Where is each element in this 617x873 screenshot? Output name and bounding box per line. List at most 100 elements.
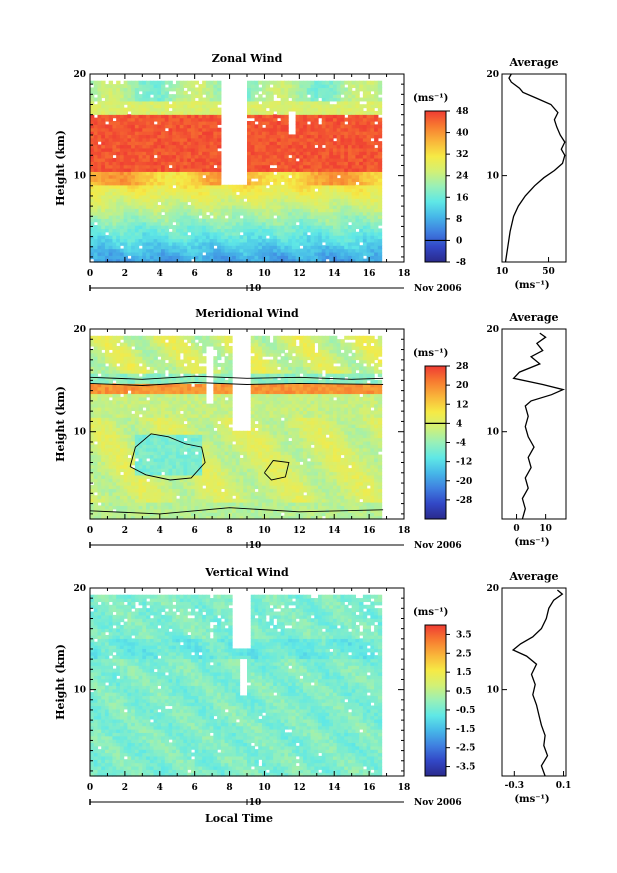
heatmap-cell [116, 114, 121, 119]
heatmap-cell [104, 218, 110, 223]
heatmap-cell [291, 231, 297, 236]
heatmap-cell [332, 131, 338, 136]
heatmap-cell [280, 178, 285, 183]
heatmap-cell [101, 451, 106, 456]
heatmap-cell [254, 141, 259, 146]
heatmap-cell [228, 238, 233, 243]
heatmap-cell [329, 87, 334, 92]
heatmap-cell [299, 127, 304, 132]
heatmap-cell [90, 474, 95, 479]
heatmap-cell [261, 238, 267, 243]
heatmap-cell [161, 114, 166, 119]
heatmap-cell [284, 198, 289, 203]
heatmap-cell [116, 424, 121, 428]
heatmap-cell [123, 178, 128, 183]
heatmap-cell [329, 201, 334, 206]
heatmap-cell [149, 154, 155, 159]
heatmap-cell [261, 110, 267, 115]
heatmap-cell [318, 211, 323, 216]
heatmap-cell [250, 198, 256, 203]
heatmap-cell [362, 238, 368, 243]
heatmap-cell [273, 137, 278, 142]
heatmap-cell [131, 376, 136, 381]
heatmap-cell [280, 161, 285, 166]
heatmap-cell [97, 164, 102, 169]
heatmap-cell [119, 373, 125, 378]
heatmap-cell [119, 427, 125, 432]
heatmap-cell [247, 201, 252, 206]
heatmap-cell [217, 100, 222, 105]
heatmap-cell [321, 215, 327, 219]
heatmap-cell [127, 491, 132, 496]
heatmap-cell [265, 131, 271, 136]
heatmap-cell [332, 225, 338, 230]
heatmap-cell [127, 362, 132, 367]
heatmap-cell [370, 251, 375, 256]
heatmap-cell [119, 498, 125, 503]
heatmap-cell [119, 474, 125, 479]
heatmap-cell [153, 515, 158, 520]
heatmap-cell [93, 410, 99, 415]
heatmap-cell [351, 221, 357, 226]
heatmap-cell [161, 444, 166, 449]
heatmap-cell [209, 171, 214, 176]
heatmap-cell [112, 400, 117, 405]
heatmap-cell [108, 508, 114, 513]
heatmap-cell [194, 114, 200, 119]
heatmap-cell [108, 194, 114, 199]
heatmap-cell [359, 157, 364, 162]
heatmap-cell [310, 157, 315, 162]
heatmap-cell [179, 84, 185, 89]
heatmap-cell [359, 168, 364, 172]
heatmap-cell [142, 228, 147, 233]
heatmap-cell [116, 198, 121, 203]
heatmap-cell [190, 181, 196, 186]
heatmap-cell [213, 154, 218, 159]
heatmap-cell [153, 396, 158, 401]
heatmap-cell [190, 168, 196, 172]
heatmap-cell [336, 218, 342, 223]
heatmap-cell [220, 228, 226, 233]
heatmap-cell [190, 121, 196, 125]
heatmap-cell [314, 201, 319, 206]
heatmap-cell [142, 356, 147, 361]
heatmap-cell [276, 178, 282, 183]
heatmap-cell [217, 171, 222, 176]
heatmap-cell [306, 134, 312, 139]
heatmap-cell [149, 151, 155, 156]
heatmap-cell [131, 417, 136, 422]
heatmap-cell [209, 127, 214, 132]
heatmap-cell [190, 131, 196, 136]
heatmap-cell [276, 201, 282, 206]
heatmap-cell [183, 110, 188, 115]
heatmap-cell [329, 141, 334, 146]
heatmap-cell [198, 168, 203, 172]
heatmap-cell [250, 245, 256, 250]
heatmap-cell [254, 161, 259, 166]
heatmap-cell [146, 502, 151, 507]
heatmap-cell [153, 258, 158, 263]
heatmap-cell [303, 201, 308, 206]
heatmap-cell [374, 221, 379, 226]
heatmap-cell [142, 218, 147, 223]
heatmap-cell [108, 481, 114, 486]
heatmap-cell [332, 194, 338, 199]
heatmap-cell [97, 498, 102, 503]
heatmap-cell [355, 188, 360, 193]
heatmap-cell [90, 131, 95, 136]
heatmap-cell [183, 204, 188, 209]
heatmap-cell [217, 251, 222, 256]
heatmap-cell [362, 94, 368, 99]
heatmap-cell [183, 137, 188, 142]
heatmap-cell [325, 194, 330, 199]
heatmap-cell [351, 157, 357, 162]
heatmap-cell [175, 258, 181, 263]
heatmap-cell [116, 141, 121, 146]
heatmap-cell [314, 241, 319, 246]
heatmap-cell [90, 168, 95, 172]
heatmap-cell [362, 97, 368, 102]
heatmap-cell [168, 124, 173, 129]
heatmap-cell [146, 218, 151, 223]
heatmap-cell [194, 204, 200, 209]
heatmap-cell [146, 181, 151, 186]
